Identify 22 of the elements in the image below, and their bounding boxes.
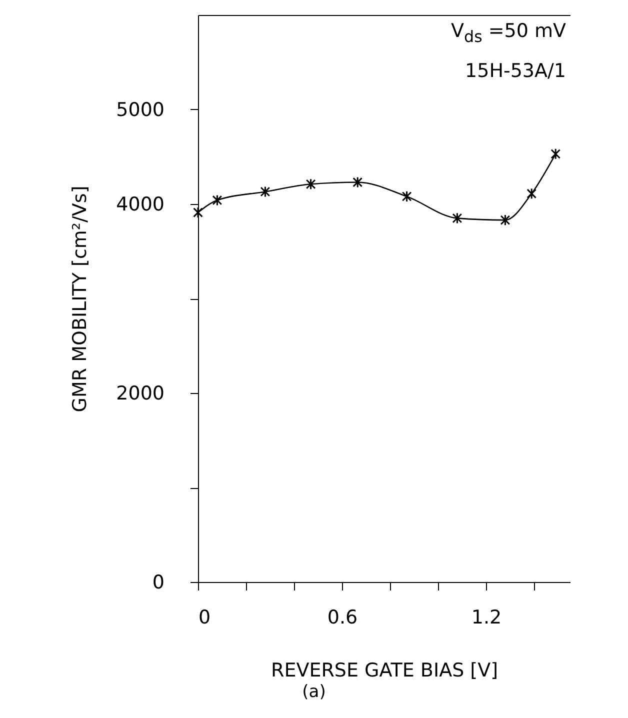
y-tick-label: 2000 <box>116 382 164 404</box>
x-tick-label: 0.6 <box>327 606 358 628</box>
y-tick-label: 4000 <box>116 194 164 216</box>
point <box>402 190 412 202</box>
y-tick-label: 0 <box>152 572 164 594</box>
x-axis-title: REVERSE GATE BIAS [V] <box>271 660 498 682</box>
point <box>526 188 537 200</box>
x-tick-label: 0 <box>198 606 211 628</box>
annotation: 15H-53A/1 <box>464 58 566 84</box>
point <box>550 148 561 160</box>
point <box>212 194 222 206</box>
point <box>193 206 203 218</box>
point <box>500 214 510 226</box>
point <box>352 176 363 188</box>
text: (a) <box>301 682 327 702</box>
x-tick-label: 1.2 <box>471 606 502 628</box>
y-tick-label: 5000 <box>116 99 164 121</box>
point <box>260 186 270 198</box>
y-axis-title: GMR MOBILITY [cm²/Vs] <box>69 186 92 412</box>
point <box>452 212 462 224</box>
point <box>306 178 316 190</box>
annotation: V$_{ds}$ =50 mV <box>451 19 566 48</box>
